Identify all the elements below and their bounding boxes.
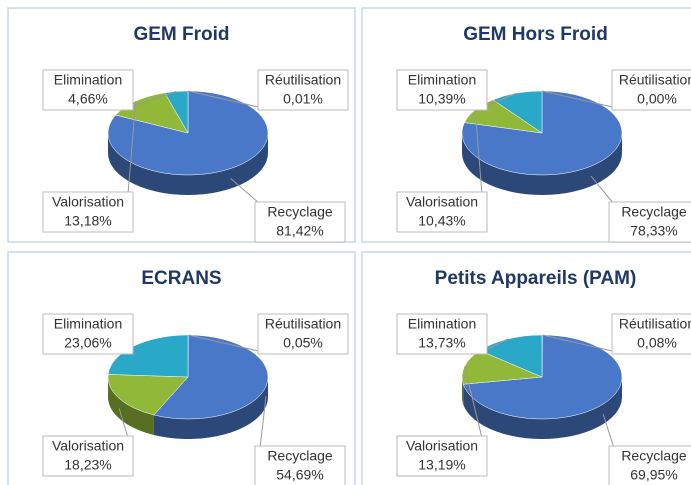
label-value: 78,33% <box>630 223 677 239</box>
label-name: Réutilisation <box>619 316 691 332</box>
pie-side <box>108 133 268 195</box>
label-value: 0,01% <box>283 91 323 107</box>
label-box <box>254 445 346 485</box>
leader-line <box>118 408 129 439</box>
label-box <box>42 435 134 477</box>
label-box <box>42 69 134 111</box>
pie-slice <box>492 90 543 134</box>
pie-slice <box>107 374 189 416</box>
label-value: 13,19% <box>418 457 465 473</box>
label-name: Réutilisation <box>619 72 691 88</box>
label-name: Elimination <box>54 72 122 88</box>
leader-line <box>474 109 483 195</box>
label-name: Valorisation <box>406 438 478 454</box>
label-value: 0,08% <box>637 335 677 351</box>
chart-title: Petits Appareils (PAM) <box>435 268 637 289</box>
pie-slice <box>462 334 623 420</box>
label-value: 13,18% <box>64 213 111 229</box>
pie-side <box>153 377 268 439</box>
pie-side <box>462 133 622 195</box>
leader-line <box>481 92 517 109</box>
pie-side <box>108 377 154 435</box>
leader-line <box>187 90 264 109</box>
label-value: 0,05% <box>283 335 323 351</box>
label-value: 10,43% <box>418 213 465 229</box>
label-box <box>396 313 488 355</box>
leader-line <box>541 90 618 109</box>
label-value: 13,73% <box>418 335 465 351</box>
label-box <box>396 435 488 477</box>
label-name: Recyclage <box>621 448 687 464</box>
label-value: 0,00% <box>637 91 677 107</box>
label-value: 81,42% <box>276 223 323 239</box>
pie-slice <box>164 90 189 134</box>
label-name: Recyclage <box>267 204 333 220</box>
pie-slice <box>153 334 269 420</box>
label-box <box>608 445 691 485</box>
label-box <box>257 313 349 355</box>
chart-title: GEM Froid <box>133 24 229 45</box>
label-value: 18,23% <box>64 457 111 473</box>
label-value: 54,69% <box>276 467 323 483</box>
label-value: 23,06% <box>64 335 111 351</box>
leader-line <box>542 334 618 353</box>
label-box <box>42 313 134 355</box>
label-value: 69,95% <box>630 467 677 483</box>
chart-title: GEM Hors Froid <box>463 24 608 45</box>
label-box <box>254 201 346 243</box>
leader-line <box>602 413 615 449</box>
label-box <box>611 313 691 355</box>
leader-line <box>188 334 264 353</box>
label-name: Réutilisation <box>265 316 341 332</box>
leader-line <box>259 396 267 449</box>
label-name: Valorisation <box>52 194 124 210</box>
pie-side <box>463 377 622 439</box>
label-name: Elimination <box>408 72 476 88</box>
label-name: Recyclage <box>267 448 333 464</box>
label-value: 4,66% <box>68 91 108 107</box>
leader-line <box>464 366 483 439</box>
label-box <box>396 191 488 233</box>
label-box <box>257 69 349 111</box>
label-box <box>42 191 134 233</box>
chart-title: ECRANS <box>141 268 221 289</box>
label-name: Elimination <box>54 316 122 332</box>
label-name: Valorisation <box>406 194 478 210</box>
label-name: Recyclage <box>621 204 687 220</box>
label-box <box>611 69 691 111</box>
leader-line <box>230 178 261 205</box>
label-box <box>396 69 488 111</box>
label-name: Réutilisation <box>265 72 341 88</box>
leader-line <box>127 90 177 109</box>
leader-line <box>127 101 137 195</box>
label-value: 10,39% <box>418 91 465 107</box>
label-name: Elimination <box>408 316 476 332</box>
label-name: Valorisation <box>52 438 124 454</box>
leader-line <box>590 175 615 205</box>
label-box <box>608 201 691 243</box>
